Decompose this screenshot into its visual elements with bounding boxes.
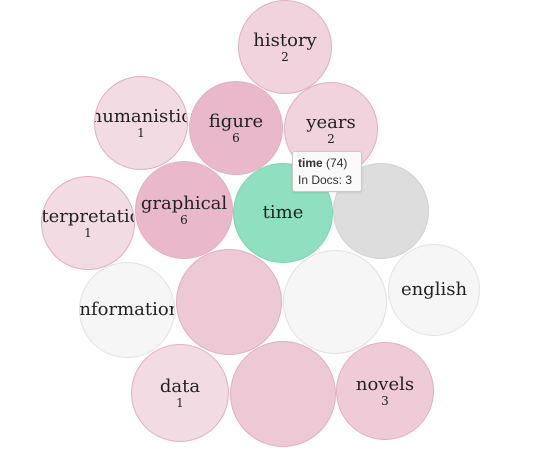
bubble-white-large[interactable]	[283, 250, 387, 354]
bubble-term: interpretation	[41, 205, 134, 227]
bubble-figure[interactable]: figure 6	[189, 81, 283, 175]
bubble-term: history	[253, 29, 317, 51]
bubble-history[interactable]: history 2	[238, 0, 332, 94]
bubble-humanistic[interactable]: humanistic 1	[94, 76, 188, 170]
term-tooltip: time (74) In Docs: 3	[292, 151, 362, 192]
tooltip-docs: In Docs: 3	[298, 173, 353, 187]
bubble-term: graphical	[140, 192, 228, 214]
bubble-term: data	[159, 375, 201, 397]
bubble-novels[interactable]: novels 3	[336, 342, 434, 440]
bubble-term: time	[262, 202, 304, 223]
bubble-count: 2	[327, 131, 335, 146]
tooltip-term: time	[298, 156, 323, 170]
tooltip-frequency: (74)	[326, 156, 348, 170]
bubble-count: 2	[281, 49, 289, 64]
bubble-term: information	[79, 299, 175, 320]
bubble-term: humanistic	[94, 105, 188, 127]
bubble-interpretation[interactable]: interpretation1	[41, 176, 135, 270]
bubble-count: 6	[232, 130, 240, 145]
bubble-term: figure	[208, 110, 264, 132]
bubble-term: years	[306, 111, 356, 133]
bubble-count: 1	[176, 395, 184, 410]
bubble-data[interactable]: data 1	[131, 344, 229, 442]
bubble-graphical[interactable]: graphical 6	[135, 161, 233, 259]
bubble-count: 1	[137, 125, 145, 140]
bubble-count: 3	[381, 393, 389, 408]
bubble-term: novels	[355, 373, 415, 395]
bubble-information[interactable]: information	[79, 262, 175, 358]
bubble-count: 1	[84, 225, 92, 240]
bubble-count: 6	[180, 212, 188, 227]
bubble-pink-large[interactable]	[176, 249, 282, 355]
bubble-term: english	[400, 279, 468, 300]
bubble-english[interactable]: english	[388, 244, 480, 336]
bubble-pink-bottom[interactable]	[230, 341, 336, 447]
